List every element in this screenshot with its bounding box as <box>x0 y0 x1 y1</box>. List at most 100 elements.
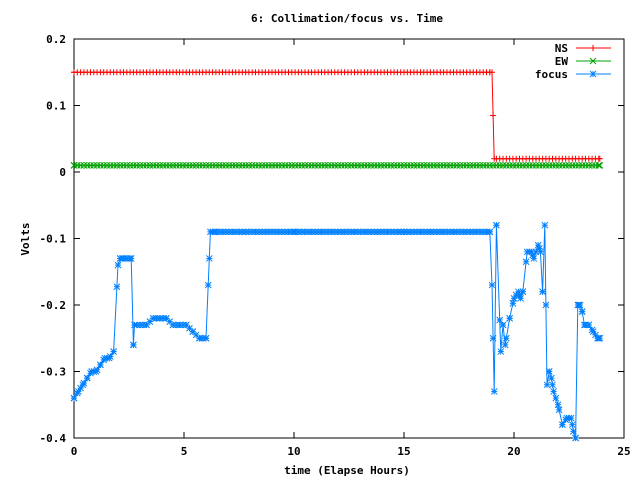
chart-title: 6: Collimation/focus vs. Time <box>251 12 443 25</box>
data-point <box>127 255 135 262</box>
data-point <box>75 388 82 395</box>
data-point <box>522 258 530 266</box>
y-tick-label: 0.2 <box>46 33 66 46</box>
data-point <box>79 381 87 389</box>
data-point <box>156 314 164 322</box>
data-point <box>71 69 77 76</box>
y-axis: 0.2 0.1 0 -0.1 -0.2 -0.3 -0.4 <box>40 33 624 445</box>
data-point <box>549 381 556 389</box>
data-point <box>169 321 177 329</box>
data-point <box>537 248 544 256</box>
data-point <box>290 228 298 236</box>
data-point <box>517 294 524 302</box>
data-point <box>548 374 555 382</box>
data-point <box>497 348 505 355</box>
data-point <box>596 161 604 169</box>
data-point <box>534 241 542 249</box>
data-point <box>530 255 538 262</box>
data-point <box>542 301 550 309</box>
data-point <box>189 328 197 335</box>
data-point <box>131 321 138 329</box>
data-point <box>163 314 170 322</box>
data-point <box>528 248 535 256</box>
series-ew <box>70 161 604 169</box>
data-point <box>502 334 510 342</box>
x-tick-label: 15 <box>397 445 410 458</box>
data-point <box>105 354 113 362</box>
data-point <box>578 308 586 316</box>
data-point <box>568 421 576 429</box>
data-point <box>570 427 577 435</box>
data-point <box>490 388 498 395</box>
data-point <box>554 401 562 409</box>
data-point <box>204 281 212 289</box>
data-point <box>595 161 603 169</box>
data-point <box>567 414 575 422</box>
data-point <box>541 221 549 229</box>
x-tick-label: 20 <box>507 445 520 458</box>
data-point <box>176 321 183 329</box>
data-point <box>202 334 210 342</box>
data-point <box>92 368 100 375</box>
legend-label: NS <box>555 42 568 55</box>
data-point <box>559 421 566 429</box>
data-point <box>491 155 498 162</box>
data-point <box>489 334 497 342</box>
data-point <box>205 255 213 262</box>
legend-label: EW <box>555 55 569 68</box>
data-point <box>585 321 593 329</box>
y-tick-label: -0.2 <box>40 299 67 312</box>
y-axis-label: Volts <box>19 222 32 255</box>
series-ns <box>71 69 603 162</box>
data-point <box>490 112 497 119</box>
data-point <box>400 228 408 236</box>
y-tick-label: -0.1 <box>40 233 67 246</box>
x-tick-label: 5 <box>181 445 188 458</box>
data-point <box>114 261 122 269</box>
data-point <box>70 161 78 169</box>
data-point <box>136 321 144 329</box>
data-point <box>509 299 517 307</box>
data-point <box>596 334 604 342</box>
data-point <box>539 288 546 296</box>
x-axis-label: time (Elapse Hours) <box>284 464 410 477</box>
data-point <box>499 321 507 329</box>
data-point <box>314 228 322 236</box>
data-point <box>211 228 219 236</box>
y-tick-label: 0 <box>59 166 66 179</box>
legend-label: focus <box>535 68 568 81</box>
data-point <box>143 321 150 329</box>
data-point <box>130 341 137 349</box>
series-layer <box>70 69 604 442</box>
data-point <box>510 294 518 302</box>
data-point <box>572 434 579 442</box>
data-point <box>589 328 597 335</box>
x-tick-label: 10 <box>287 445 300 458</box>
data-point <box>576 301 584 309</box>
data-point <box>182 321 190 329</box>
y-tick-label: -0.3 <box>40 366 67 379</box>
data-point <box>489 69 495 76</box>
data-point <box>496 316 504 324</box>
data-point <box>149 314 157 322</box>
data-point <box>97 361 104 369</box>
y-tick-label: -0.4 <box>40 432 67 445</box>
legend-marker <box>589 70 597 78</box>
data-point <box>550 388 557 395</box>
data-point <box>488 281 496 289</box>
data-point <box>555 406 563 414</box>
data-point <box>196 334 203 342</box>
data-point <box>486 228 494 236</box>
x-axis: 0 5 10 15 20 25 <box>71 39 631 458</box>
data-point <box>501 341 509 349</box>
data-point <box>545 368 553 375</box>
data-point <box>543 381 551 389</box>
data-point <box>110 348 117 355</box>
legend-marker <box>590 45 596 51</box>
x-tick-label: 0 <box>71 445 78 458</box>
data-point <box>596 155 603 162</box>
data-point <box>519 288 527 296</box>
